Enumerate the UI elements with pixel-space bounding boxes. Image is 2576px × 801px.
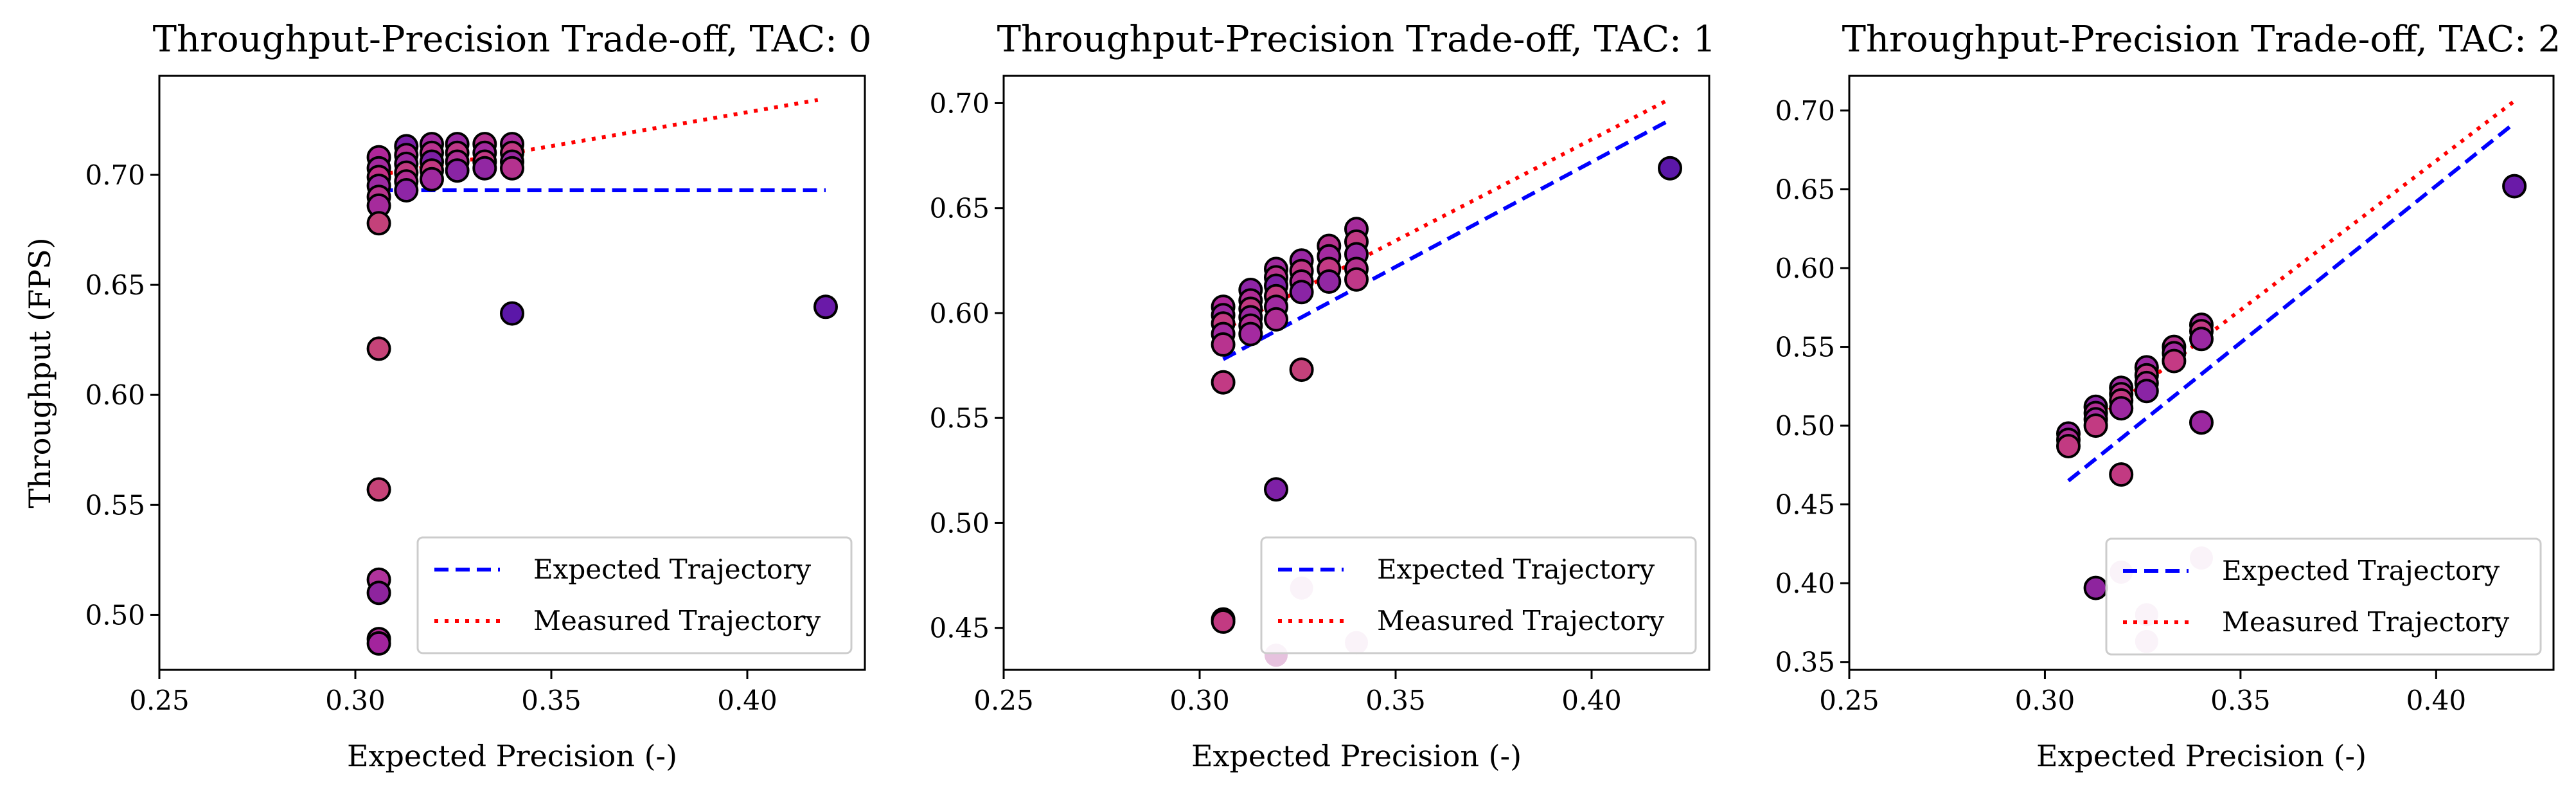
legend-box — [2105, 537, 2542, 656]
y-tick-label: 0.65 — [929, 193, 990, 224]
panel-title: Throughput-Precision Trade-off, TAC: 0 — [153, 19, 872, 60]
panel-tac-0: Throughput-Precision Trade-off, TAC: 0 E… — [22, 19, 871, 773]
scatter-point — [1238, 321, 1263, 346]
y-tick-label: 0.50 — [1775, 410, 1835, 442]
scatter-point — [2162, 348, 2187, 374]
x-tick-label: 0.30 — [325, 685, 386, 716]
scatter-point — [2056, 434, 2081, 458]
legend-box — [1260, 536, 1697, 654]
panel-tac-2: Throughput-Precision Trade-off, TAC: 2 E… — [1775, 19, 2561, 773]
x-axis-label: Expected Precision (-) — [2036, 739, 2367, 773]
scatter-point — [1264, 307, 1288, 332]
legend: Expected Trajectory Measured Trajectory — [2105, 537, 2542, 656]
y-tick-label: 0.70 — [1775, 95, 1835, 127]
scatter-point — [420, 166, 444, 192]
y-tick-label: 0.65 — [85, 269, 145, 301]
scatter-point — [366, 211, 391, 236]
scatter-point — [500, 301, 524, 326]
legend-expected-label: Expected Trajectory — [2222, 555, 2500, 586]
y-tick-label: 0.70 — [85, 159, 145, 191]
y-tick-label: 0.40 — [1775, 568, 1835, 599]
y-tick-label: 0.35 — [1775, 647, 1835, 678]
x-axis-label: Expected Precision (-) — [347, 739, 677, 773]
scatter-point — [1211, 609, 1236, 634]
y-tick-label: 0.55 — [929, 402, 990, 434]
scatter-point — [394, 178, 419, 203]
y-tick-label: 0.70 — [929, 87, 990, 119]
y-tick-label: 0.50 — [929, 507, 990, 539]
scatter-point — [2109, 462, 2134, 487]
x-tick-label: 0.35 — [521, 685, 582, 716]
legend-expected-label: Expected Trajectory — [533, 554, 811, 585]
x-tick-label: 0.30 — [2015, 685, 2075, 716]
legend-measured-label: Measured Trajectory — [533, 605, 821, 636]
y-tick-label: 0.55 — [1775, 332, 1835, 363]
scatter-point — [445, 158, 470, 183]
x-tick-label: 0.25 — [1819, 685, 1879, 716]
y-tick-label: 0.45 — [1775, 489, 1835, 521]
scatter-point — [472, 156, 497, 181]
scatter-point — [2109, 396, 2134, 421]
legend: Expected Trajectory Measured Trajectory — [1260, 536, 1697, 654]
scatter-point — [1211, 370, 1236, 395]
scatter-point — [500, 156, 524, 181]
panel-tac-1: Throughput-Precision Trade-off, TAC: 1 E… — [929, 19, 1716, 773]
expected-trajectory-line — [2067, 122, 2516, 483]
legend-expected-label: Expected Trajectory — [1377, 554, 1655, 585]
scatter-point — [2502, 174, 2527, 199]
axes-frame — [158, 75, 866, 671]
panel-title: Throughput-Precision Trade-off, TAC: 2 — [1842, 19, 2561, 60]
scatter-point — [813, 294, 838, 320]
x-axis-label: Expected Precision (-) — [1191, 739, 1522, 773]
x-tick-label: 0.25 — [973, 685, 1034, 716]
expected-trajectory-line — [1222, 118, 1671, 361]
tick-layer: 0.25 0.30 0.35 0.40 0.45 0.50 0.55 0.60 0.65 0.70 — [929, 87, 1621, 716]
scatter-point — [2134, 379, 2159, 404]
scatter-point — [1289, 357, 1314, 382]
scatter-point — [1264, 477, 1288, 502]
scatter-point — [366, 336, 391, 361]
scatter-point — [366, 477, 391, 502]
scatter-point — [366, 580, 391, 606]
x-tick-label: 0.30 — [1169, 685, 1230, 716]
line-layer — [1222, 97, 1671, 361]
scatter-point — [366, 631, 391, 656]
y-axis-label: Throughput (FPS) — [22, 237, 57, 508]
x-tick-label: 0.40 — [2406, 685, 2467, 716]
axes-frame — [1002, 75, 1710, 671]
x-tick-label: 0.35 — [1365, 685, 1426, 716]
y-tick-label: 0.60 — [1775, 253, 1835, 284]
legend-measured-label: Measured Trajectory — [2222, 606, 2509, 638]
x-tick-label: 0.40 — [717, 685, 777, 716]
tick-layer: 0.25 0.30 0.35 0.40 0.35 0.40 0.45 0.50 0.55 0.60… — [1775, 95, 2466, 716]
x-tick-label: 0.25 — [129, 685, 190, 716]
measured-trajectory-line — [378, 98, 819, 177]
scatter-point — [1289, 280, 1314, 305]
y-tick-label: 0.60 — [929, 298, 990, 329]
panel-title: Throughput-Precision Trade-off, TAC: 1 — [997, 19, 1716, 60]
y-tick-label: 0.60 — [85, 379, 145, 411]
x-tick-label: 0.40 — [1561, 685, 1622, 716]
scatter-point — [1317, 269, 1342, 294]
point-layer — [366, 132, 838, 656]
y-tick-label: 0.50 — [85, 599, 145, 631]
axes-frame — [1848, 75, 2555, 671]
scatter-point — [1658, 156, 1682, 181]
legend-box — [416, 536, 853, 654]
scatter-point — [2083, 575, 2108, 600]
scatter-point — [1211, 332, 1236, 357]
legend-measured-label: Measured Trajectory — [1377, 605, 1664, 636]
y-tick-label: 0.45 — [929, 613, 990, 644]
scatter-point — [1344, 267, 1369, 292]
line-layer — [2067, 99, 2516, 483]
scatter-point — [2189, 410, 2214, 435]
x-tick-label: 0.35 — [2210, 685, 2271, 716]
y-tick-label: 0.55 — [85, 489, 145, 521]
y-tick-label: 0.65 — [1775, 174, 1835, 205]
scatter-point — [2083, 413, 2108, 438]
legend: Expected Trajectory Measured Trajectory — [416, 536, 853, 654]
scatter-point — [2189, 327, 2214, 352]
tick-layer: 0.25 0.30 0.35 0.40 0.50 0.55 0.60 0.65 0.70 — [85, 159, 777, 716]
